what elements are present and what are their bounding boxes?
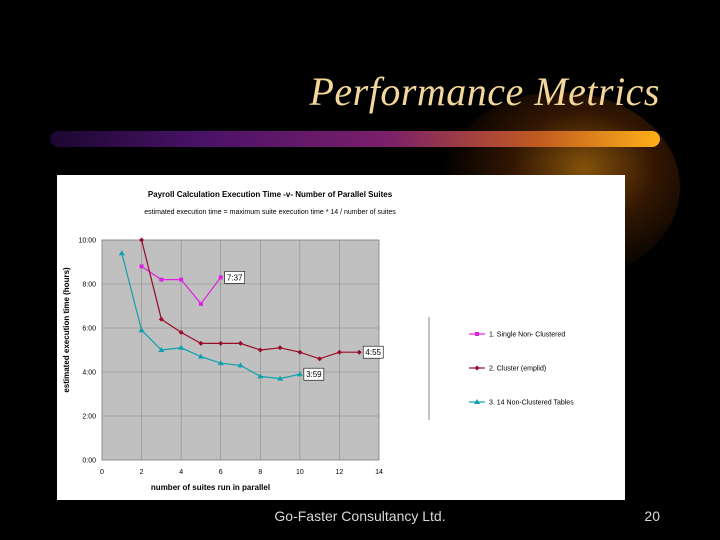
data-point-series-2 [317,356,323,362]
data-point-series-2 [257,347,263,353]
chart-title: Payroll Calculation Execution Time -v- N… [148,190,393,199]
x-tick-label: 8 [258,469,262,476]
page-number: 20 [644,508,660,524]
x-tick-label: 10 [296,469,304,476]
data-point-series-2 [277,345,283,351]
data-point-series-2 [297,349,303,355]
data-point-series-2 [238,340,243,346]
slide-title: Performance Metrics [309,69,660,114]
footer-company: Go-Faster Consultancy Ltd. [274,508,446,524]
data-point-series-3 [178,344,185,350]
data-point-series-3 [217,360,224,366]
data-point-series-3 [237,362,244,368]
x-tick-label: 12 [336,469,344,476]
legend-marker [474,365,480,371]
callout-label: 4:55 [365,348,381,357]
y-tick-label: 8:00 [82,282,96,289]
y-tick-label: 2:00 [82,414,96,421]
data-point-series-1 [198,301,203,306]
y-tick-label: 0:00 [82,458,96,465]
x-axis-label: number of suites run in parallel [151,483,270,492]
x-tick-label: 14 [375,469,383,476]
callout-box [362,345,384,359]
data-point-series-1 [179,277,184,282]
y-tick-label: 4:00 [82,370,96,377]
x-tick-label: 4 [179,469,183,476]
data-point-series-3 [158,347,165,352]
data-point-series-2 [198,340,204,346]
data-point-series-2 [336,349,342,355]
data-point-series-3 [257,373,264,379]
series-line-3 [121,253,300,380]
data-point-series-1 [218,275,223,280]
title-underline-bar [50,131,660,147]
data-point-series-3 [138,327,145,333]
x-tick-label: 6 [219,469,223,476]
data-point-series-1 [159,277,164,282]
y-tick-label: 10:00 [78,238,96,245]
legend-entry: 1. Single Non- Clustered [489,332,565,339]
data-point-series-3 [296,371,303,377]
chart-svg: Payroll Calculation Execution Time -v- N… [62,190,574,492]
data-point-series-3 [197,353,204,359]
legend-marker [474,399,480,404]
callout-label: 7:37 [227,273,243,282]
callout-label: 3:59 [306,370,322,379]
data-point-series-2 [356,349,362,355]
callout-box [224,271,246,284]
data-point-series-2 [218,340,224,346]
data-point-series-1 [139,264,144,269]
data-point-series-3 [118,250,125,256]
legend-entry: 3. 14 Non-Clustered Tables [489,400,574,407]
legend-entry: 2. Cluster (emplid) [489,366,546,373]
legend-marker [475,332,479,336]
x-tick-label: 2 [140,469,144,476]
data-point-series-2 [139,237,145,243]
data-point-series-3 [277,375,284,381]
x-tick-label: 0 [100,469,104,476]
y-tick-label: 6:00 [82,326,96,333]
chart-subtitle: estimated execution time = maximum suite… [144,209,396,216]
series-line-2 [140,239,360,360]
data-point-series-2 [158,316,164,322]
chart-panel: Payroll Calculation Execution Time -v- N… [57,175,625,500]
data-point-series-2 [178,329,184,335]
callout-box [303,367,325,381]
y-axis-label: estimated execution time (hours) [62,267,71,393]
